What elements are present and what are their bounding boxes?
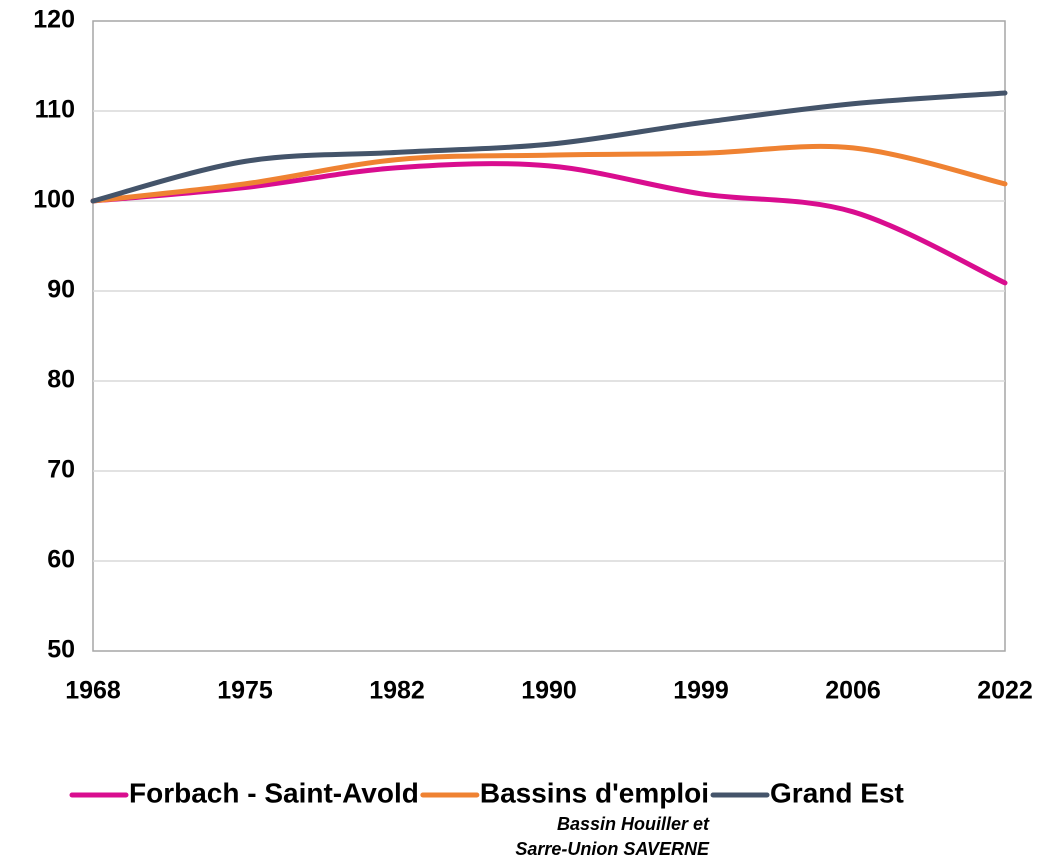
x-tick-label: 1999 [673, 677, 729, 705]
legend-note: Bassin Houiller et [557, 814, 710, 834]
x-tick-label: 2022 [977, 677, 1033, 705]
x-tick-label: 1975 [217, 677, 273, 705]
y-tick-label: 60 [47, 546, 75, 574]
y-tick-label: 80 [47, 366, 75, 394]
x-tick-label: 1982 [369, 677, 425, 705]
legend-note: Sarre-Union SAVERNE [515, 839, 710, 859]
x-tick-label: 2006 [825, 677, 881, 705]
x-tick-label: 1990 [521, 677, 577, 705]
x-tick-label: 1968 [65, 677, 121, 705]
series-line [90, 143, 1008, 204]
y-tick-label: 90 [47, 276, 75, 304]
legend-label: Forbach - Saint-Avold [129, 777, 419, 808]
y-tick-label: 70 [47, 456, 75, 484]
plot-frame [92, 20, 1006, 652]
series-line [90, 161, 1008, 286]
y-tick-label: 100 [33, 186, 75, 214]
series-line [90, 90, 1008, 204]
legend-label: Grand Est [770, 777, 904, 808]
legend-label: Bassins d'emploi [480, 777, 709, 808]
y-tick-label: 120 [33, 6, 75, 34]
y-tick-label: 50 [47, 636, 75, 664]
y-tick-label: 110 [35, 96, 75, 124]
